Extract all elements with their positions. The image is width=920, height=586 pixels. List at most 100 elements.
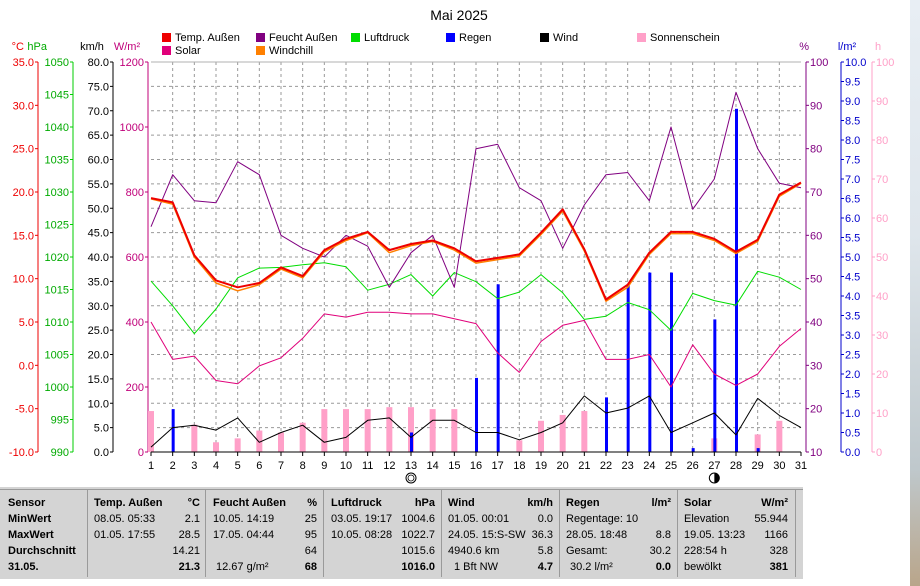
tick-label-sunshine: 90 — [876, 96, 888, 108]
sunshine-bar — [559, 414, 566, 452]
tick-label-solar: 600 — [126, 252, 144, 264]
x-tick-label: 7 — [278, 460, 284, 472]
tick-label-humidity: 60 — [810, 230, 822, 242]
sunshine-bar — [408, 407, 414, 452]
tick-label-rain: 7.0 — [845, 174, 860, 186]
x-tick-label: 3 — [191, 460, 197, 472]
x-tick-label: 14 — [427, 460, 439, 472]
x-tick-label: 30 — [773, 460, 785, 472]
tick-label-temp: 15.0 — [13, 230, 34, 242]
tick-label-sunshine: 20 — [876, 369, 888, 381]
sunshine-bar — [776, 420, 783, 452]
pressure-min-value: 1004.6 — [401, 513, 435, 525]
wind-min-time: 01.05. 00:01 — [448, 513, 510, 525]
x-tick-label: 20 — [557, 460, 569, 472]
x-tick-label: 16 — [470, 460, 482, 472]
legend-label-wind: Wind — [553, 32, 578, 44]
sunshine-bar — [538, 420, 544, 452]
axis-header-pressure: hPa — [27, 41, 47, 53]
series-line-luftdruck — [150, 262, 802, 335]
sunshine-bar — [299, 422, 306, 452]
tick-label-pressure: 1015 — [45, 285, 69, 297]
legend-swatch-luftdruck — [351, 33, 360, 42]
legend-label-luftdruck: Luftdruck — [364, 32, 410, 44]
tick-label-humidity: 70 — [810, 187, 822, 199]
tick-label-wind: 10.0 — [88, 398, 109, 410]
tick-label-rain: 4.0 — [845, 291, 860, 303]
tick-label-rain: 9.0 — [845, 96, 860, 108]
tick-label-wind: 60.0 — [88, 155, 109, 167]
tick-label-wind: 20.0 — [88, 350, 109, 362]
tick-label-sunshine: 80 — [876, 135, 888, 147]
rain-bar — [691, 448, 695, 452]
sunshine-bar — [429, 409, 436, 452]
axis-header-temp: °C — [12, 41, 24, 53]
humidity-avg-value: 64 — [304, 545, 317, 557]
legend-label-regen: Regen — [459, 32, 491, 44]
x-tick-label: 9 — [321, 460, 327, 472]
x-tick-label: 25 — [665, 460, 677, 472]
rain-header: Regen — [566, 497, 600, 509]
rain-max-time: 28.05. 18:48 — [566, 529, 628, 541]
tick-label-pressure: 1010 — [45, 317, 69, 329]
tick-label-solar: 1000 — [120, 122, 144, 134]
pressure-header: Luftdruck — [331, 497, 382, 509]
legend-swatch-wind — [540, 33, 549, 42]
tick-label-pressure: 1000 — [45, 382, 69, 394]
x-tick-label: 11 — [362, 460, 373, 472]
x-tick-label: 17 — [492, 460, 504, 472]
solar-unit: W/m² — [761, 497, 788, 509]
tick-label-solar: 0 — [138, 447, 144, 459]
humidity-max-time: 17.05. 04:44 — [213, 529, 275, 541]
left-axes: 35.0 30.0 25.0 20.0 15.0 10.0 5.0 0.0 -5.0 -10.0 1… — [9, 57, 149, 459]
wind-beaufort: 1 Bft NW — [454, 561, 499, 573]
temp-current-value: 21.3 — [178, 561, 200, 573]
temp-avg-value: 14.21 — [172, 545, 200, 557]
solar-current-value: 381 — [769, 561, 788, 573]
tick-label-sunshine: 100 — [876, 57, 894, 69]
x-tick-label: 13 — [405, 460, 417, 472]
tick-label-wind: 40.0 — [88, 252, 109, 264]
axis-header-wind: km/h — [80, 41, 104, 53]
pressure-column: Luftdruck hPa 03.05. 19:17 1004.6 10.05.… — [331, 491, 435, 577]
tick-label-rain: 1.0 — [845, 408, 860, 420]
humidity-header: Feucht Außen — [213, 497, 286, 509]
sunshine-bar — [191, 424, 198, 452]
tick-label-temp: 30.0 — [13, 100, 34, 112]
min-row-label: MinWert — [8, 513, 52, 525]
temp-header: Temp. Außen — [94, 497, 163, 509]
tick-label-rain: 3.0 — [845, 330, 860, 342]
x-tick-label: 27 — [708, 460, 720, 472]
humidity-min-value: 25 — [304, 513, 317, 525]
legend-swatch-feucht-aussen — [256, 33, 265, 42]
tick-label-humidity: 80 — [810, 144, 822, 156]
x-tick-label: 28 — [730, 460, 742, 472]
sunshine-bar — [451, 409, 458, 452]
x-tick-label: 22 — [600, 460, 612, 472]
axis-header-solar: W/m² — [114, 41, 141, 53]
rain-bar — [410, 432, 413, 452]
rain-total-volume: 30.2 l/m² — [570, 561, 613, 573]
sunshine-bar — [754, 434, 761, 452]
temp-column: Temp. Außen °C 08.05. 05:33 2.1 01.05. 1… — [94, 491, 200, 577]
sunshine-bar — [256, 430, 263, 452]
wind-header: Wind — [448, 497, 475, 509]
wind-unit: km/h — [527, 497, 553, 509]
solar-sun-hours: 228:54 h — [684, 545, 727, 557]
tick-label-pressure: 1020 — [45, 252, 69, 264]
pressure-avg-value: 1015.6 — [401, 545, 435, 557]
rain-bar — [496, 284, 500, 452]
tick-label-wind: 0.0 — [94, 447, 109, 459]
rain-total-label: Gesamt: — [566, 545, 608, 557]
rain-bar — [713, 319, 717, 452]
rain-bar — [626, 284, 630, 452]
chart-title: Mai 2025 — [430, 7, 488, 23]
tick-label-sunshine: 30 — [876, 330, 888, 342]
humidity-column: Feucht Außen % 10.05. 14:19 25 17.05. 04… — [213, 491, 317, 577]
sunshine-bar — [234, 438, 241, 452]
weather-chart: Mai 2025 Temp. Außen Feucht Außen Luftdruc… — [9, 7, 894, 484]
tick-label-pressure: 990 — [51, 447, 69, 459]
tick-label-wind: 75.0 — [88, 81, 109, 93]
tick-label-wind: 65.0 — [88, 130, 109, 142]
tick-label-rain: 7.5 — [845, 155, 860, 167]
